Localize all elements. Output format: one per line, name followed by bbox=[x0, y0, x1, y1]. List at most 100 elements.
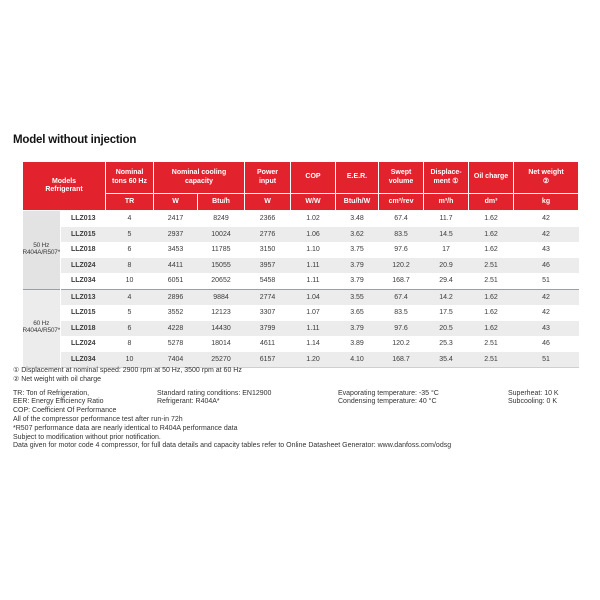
value-cell: 3.79 bbox=[335, 320, 379, 336]
value-cell: 1.20 bbox=[290, 351, 336, 368]
model-cell: LLZ024 bbox=[70, 340, 96, 348]
value-cell: 8 bbox=[105, 257, 154, 273]
value-cell: 168.7 bbox=[378, 351, 424, 368]
model-cell: LLZ015 bbox=[60, 226, 106, 242]
value-cell: 10024 bbox=[197, 226, 245, 242]
value-cell: 3307 bbox=[259, 309, 276, 317]
value-cell: 17.5 bbox=[439, 309, 453, 317]
value-cell: 42 bbox=[542, 215, 550, 223]
value-cell: 6 bbox=[105, 320, 154, 336]
value-cell: 4411 bbox=[153, 257, 198, 273]
page-title: Model without injection bbox=[13, 134, 137, 146]
footnote-superheat-block: Superheat: 10 K Subcooling: 0 K bbox=[508, 390, 559, 408]
unit-ww: W/W bbox=[290, 193, 337, 211]
value-cell: 1.62 bbox=[468, 320, 514, 336]
value-cell: 1.11 bbox=[306, 277, 320, 285]
unit-btuhw: Btu/h/W bbox=[335, 193, 380, 211]
value-cell: 3150 bbox=[259, 246, 276, 254]
value-cell: 1.04 bbox=[290, 288, 336, 305]
value-cell: 5458 bbox=[259, 277, 276, 285]
table-row: LLZ024 8 4411 15055 3957 1.11 3.79 120.2 20.9 2.5… bbox=[23, 257, 579, 273]
value-cell: 2774 bbox=[244, 288, 291, 305]
table-row: LLZ015 5 3552 12123 3307 1.07 3.65 83.5 17.5 1.62… bbox=[23, 305, 579, 321]
table-row: LLZ034 10 7404 25270 6157 1.20 4.10 168.7 35.4 2.… bbox=[23, 351, 579, 368]
table-row: LLZ018 6 4228 14430 3799 1.11 3.79 97.6 20.5 1.62… bbox=[23, 320, 579, 336]
value-cell: 7404 bbox=[153, 351, 198, 368]
value-cell: 2937 bbox=[153, 226, 198, 242]
footnote-line-runin: All of the compressor performance test a… bbox=[13, 415, 183, 423]
unit-cm3rev: cm³/rev bbox=[378, 193, 425, 211]
model-cell: LLZ034 bbox=[70, 277, 96, 285]
unit-m3h: m³/h bbox=[423, 193, 470, 211]
col-header-eer: E.E.R. bbox=[335, 161, 380, 194]
value-cell: 3453 bbox=[167, 246, 184, 254]
value-cell: 2417 bbox=[167, 215, 184, 223]
value-cell: 43 bbox=[542, 246, 550, 254]
value-cell: 1.06 bbox=[290, 226, 336, 242]
value-cell: 5 bbox=[105, 226, 154, 242]
value-cell: 46 bbox=[513, 257, 579, 273]
value-cell: 12123 bbox=[211, 309, 231, 317]
footnote-line-evaporating: Evaporating temperature: -35 °C bbox=[338, 389, 439, 397]
footnote-line-cop: COP: Coefficient Of Performance bbox=[13, 407, 117, 415]
value-cell: 8 bbox=[127, 340, 132, 348]
value-cell: 2776 bbox=[244, 226, 291, 242]
col-header-swept-volume: Swept volume bbox=[378, 161, 425, 194]
value-cell: 6 bbox=[127, 246, 132, 254]
value-cell: 2.51 bbox=[468, 351, 514, 368]
footnote-line-datasheet-generator: Data given for motor code 4 compressor, … bbox=[13, 442, 452, 450]
value-cell: 3.65 bbox=[350, 309, 364, 317]
unit-w-power: W bbox=[244, 193, 292, 211]
value-cell: 67.4 bbox=[378, 288, 424, 305]
value-cell: 1.62 bbox=[484, 246, 498, 254]
footnote-net-weight: ② Net weight with oil charge bbox=[13, 375, 101, 383]
table-row: LLZ018 6 3453 11785 3150 1.10 3.75 97.6 17 1.62 43 bbox=[23, 242, 579, 258]
footnote-line-superheat: Superheat: 10 K bbox=[508, 389, 559, 397]
value-cell: 3957 bbox=[244, 257, 291, 273]
table-row: 50 Hz R404A/R507* LLZ013 4 2417 8249 2366 1.02 3… bbox=[22, 210, 579, 289]
value-cell: 8249 bbox=[213, 215, 229, 223]
refrigerant-group-cell: 60 Hz R404A/R507* bbox=[22, 288, 61, 368]
value-cell: 20.9 bbox=[423, 257, 469, 273]
value-cell: 14430 bbox=[197, 320, 245, 336]
value-cell: 42 bbox=[513, 226, 579, 242]
value-cell: 11.7 bbox=[439, 215, 453, 223]
value-cell: 51 bbox=[513, 351, 579, 368]
value-cell: 1.11 bbox=[290, 320, 336, 336]
footnote-line-rating: Standard rating conditions: EN12900 bbox=[157, 389, 272, 397]
value-cell: 14.5 bbox=[423, 226, 469, 242]
value-cell: 3.89 bbox=[350, 340, 364, 348]
col-header-power-input: Power input bbox=[244, 161, 292, 194]
value-cell: 5278 bbox=[167, 340, 184, 348]
table-body: 50 Hz R404A/R507* LLZ013 4 2417 8249 2366 1.02 3… bbox=[22, 210, 579, 368]
footnote-columns: TR: Ton of Refrigeration, EER: Energy Ef… bbox=[13, 390, 581, 452]
value-cell: 1.62 bbox=[484, 215, 498, 223]
col-header-displacement: Displace- ment ① bbox=[423, 161, 470, 194]
value-cell: 6051 bbox=[167, 277, 184, 285]
model-cell: LLZ024 bbox=[60, 257, 106, 273]
value-cell: 11785 bbox=[211, 246, 231, 254]
refrigerant-group-cell: 50 Hz R404A/R507* bbox=[22, 210, 61, 289]
value-cell: 83.5 bbox=[378, 226, 424, 242]
header-row-units: TR W Btu/h W W/W Btu/h/W cm³/rev m³/h dm… bbox=[23, 193, 580, 211]
footnotes: ① Displacement at nominal speed: 2900 rp… bbox=[13, 367, 581, 451]
value-cell: 14.2 bbox=[423, 288, 469, 305]
col-header-cooling-capacity: Nominal cooling capacity bbox=[152, 161, 246, 194]
value-cell: 120.2 bbox=[378, 257, 424, 273]
value-cell: 4611 bbox=[259, 340, 276, 348]
value-cell: 42 bbox=[542, 309, 550, 317]
model-cell: LLZ018 bbox=[60, 320, 106, 336]
footnote-line-refrigerant: Refrigerant: R404A* bbox=[157, 398, 220, 406]
value-cell: 168.7 bbox=[392, 277, 410, 285]
header-row-labels: Models Refrigerant Nominal tons 60 Hz No… bbox=[22, 161, 580, 211]
table-row: LLZ015 5 2937 10024 2776 1.06 3.62 83.5 14.5 1.62… bbox=[23, 226, 579, 242]
value-cell: 83.5 bbox=[394, 309, 408, 317]
value-cell: 1.62 bbox=[468, 288, 514, 305]
value-cell: 1.02 bbox=[306, 215, 320, 223]
table-header: Models Refrigerant Nominal tons 60 Hz No… bbox=[22, 161, 580, 211]
value-cell: 4 bbox=[127, 215, 132, 223]
col-header-nominal-tons: Nominal tons 60 Hz bbox=[105, 161, 154, 194]
footnote-line-r507: *R507 performance data are nearly identi… bbox=[13, 424, 238, 432]
value-cell: 1.11 bbox=[290, 257, 336, 273]
unit-btuh: Btu/h bbox=[196, 193, 246, 211]
